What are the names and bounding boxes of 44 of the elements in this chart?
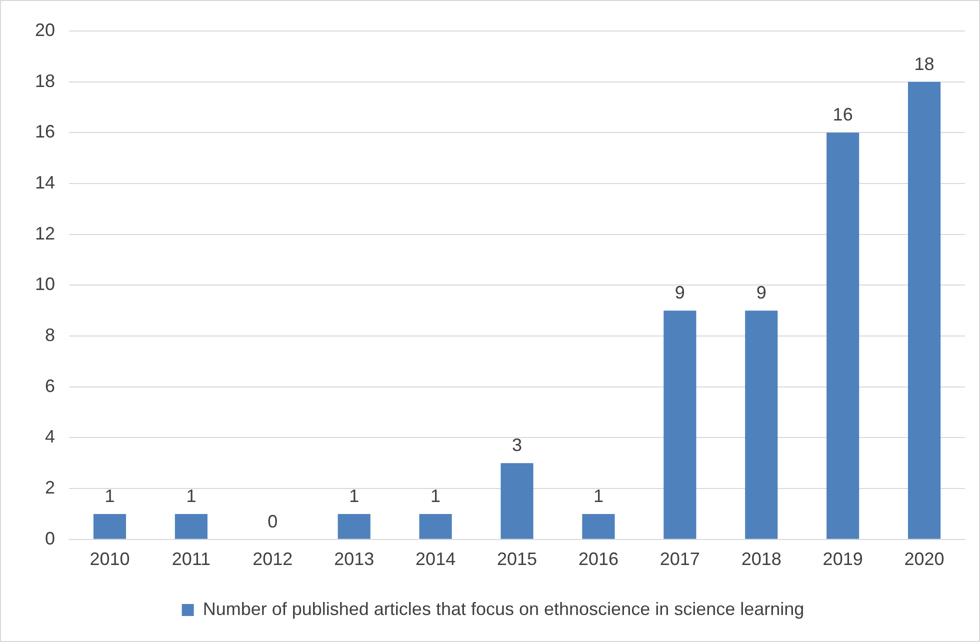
x-tick-label: 2017	[660, 549, 700, 570]
y-tick-label: 0	[45, 528, 56, 548]
bar	[745, 310, 778, 539]
x-tick-label: 2015	[496, 549, 538, 570]
x-tick-label: 2010	[90, 549, 130, 570]
data-label: 1	[430, 486, 441, 506]
y-tick-label: 12	[34, 223, 56, 244]
legend-label: Number of published articles that focus on ethnoscience in science learning	[202, 598, 804, 619]
bar	[826, 132, 860, 539]
bar	[419, 514, 452, 539]
data-label: 0	[268, 511, 278, 532]
y-tick-label: 10	[34, 274, 56, 294]
y-tick-label: 6	[45, 376, 56, 396]
y-tick-label: 18	[34, 70, 56, 91]
data-label: 1	[593, 486, 604, 506]
y-tick-label: 14	[34, 172, 56, 192]
y-tick-label: 16	[34, 122, 56, 142]
data-label: 1	[349, 486, 360, 506]
bar	[664, 310, 696, 539]
bar	[93, 514, 126, 539]
bar	[908, 82, 941, 539]
x-tick-label: 2016	[578, 549, 618, 570]
x-tick-label: 2019	[822, 549, 863, 570]
bar	[582, 514, 615, 539]
bar	[338, 514, 370, 539]
bar	[500, 463, 534, 539]
data-label: 1	[186, 486, 196, 506]
y-tick-label: 4	[45, 426, 56, 447]
x-tick-label: 2012	[252, 549, 293, 570]
y-tick-label: 8	[45, 325, 56, 346]
y-tick-label: 2	[45, 478, 56, 498]
y-tick-label: 20	[34, 20, 56, 40]
x-tick-label: 2020	[904, 549, 944, 570]
data-label: 1	[104, 486, 115, 506]
data-label: 3	[512, 435, 522, 456]
x-tick-label: 2011	[172, 549, 211, 570]
data-label: 16	[832, 104, 853, 125]
data-label: 9	[674, 282, 685, 303]
x-tick-label: 2014	[416, 549, 456, 570]
x-tick-label: 2018	[741, 549, 782, 570]
data-label: 18	[914, 54, 934, 74]
x-tick-label: 2013	[334, 549, 374, 570]
data-label: 9	[756, 282, 766, 303]
bar	[174, 514, 208, 539]
